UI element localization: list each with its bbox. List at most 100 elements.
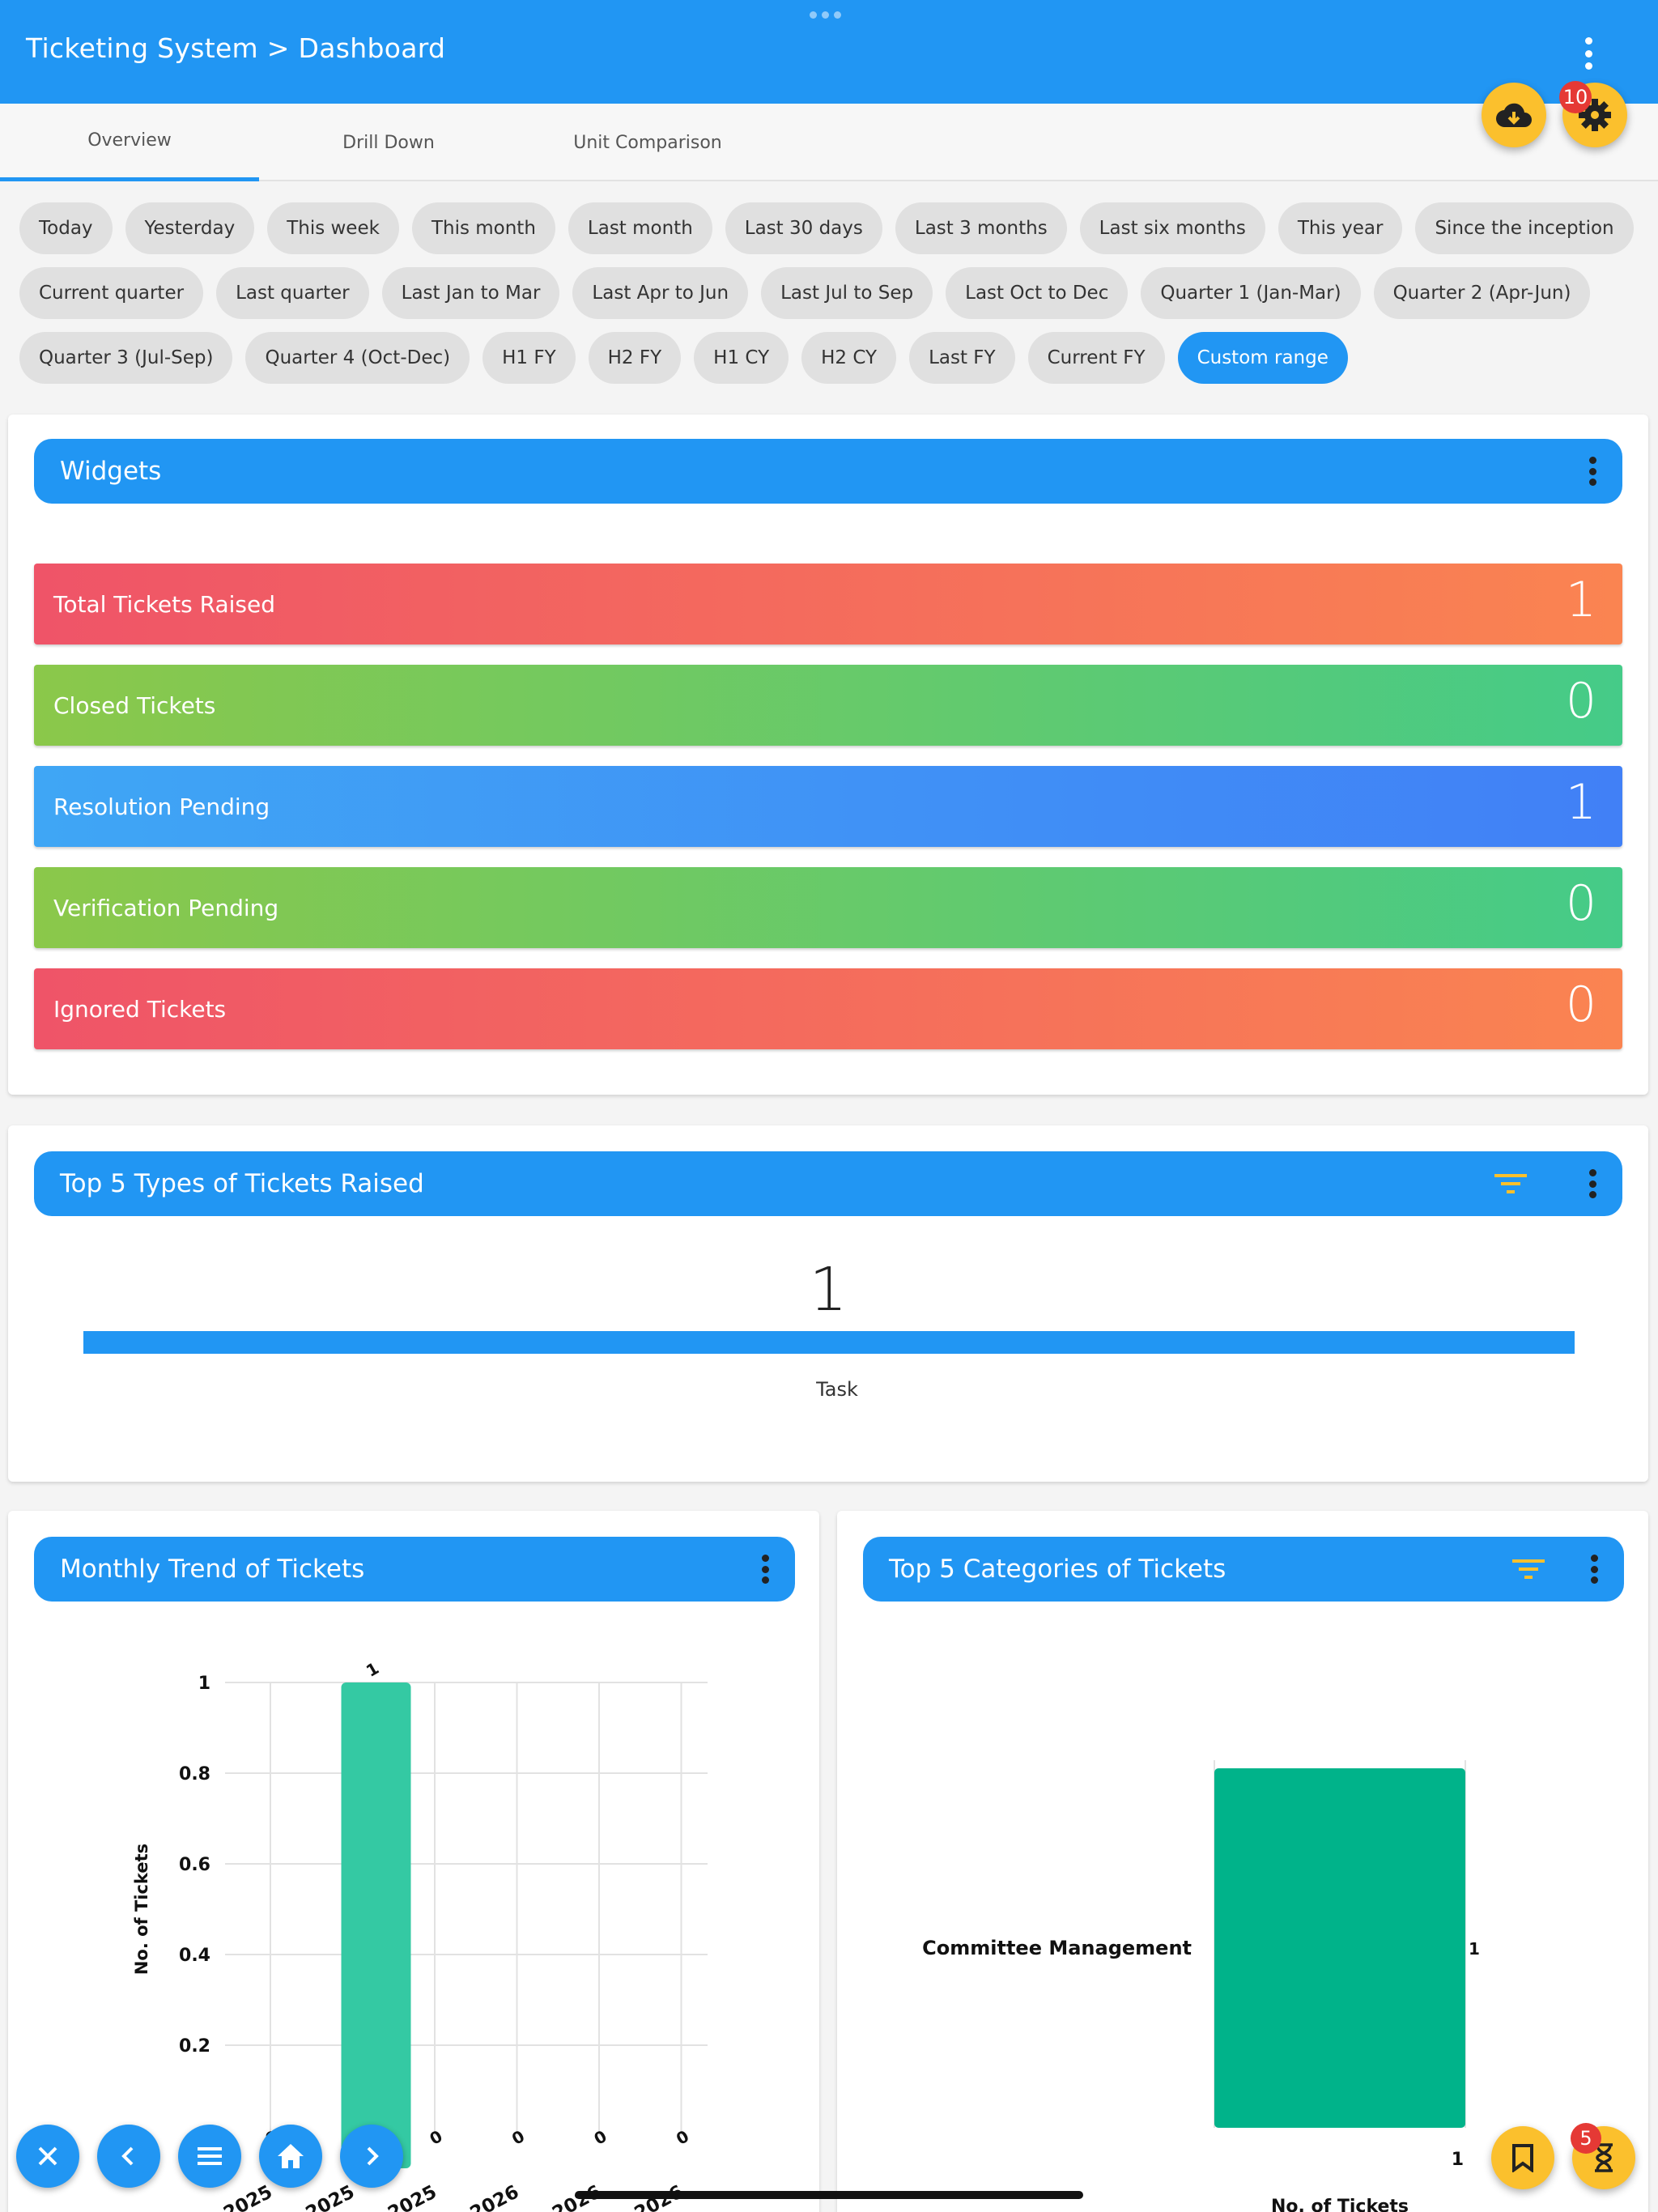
close-button[interactable] <box>16 2125 79 2188</box>
date-filter-chip[interactable]: This week <box>267 202 399 254</box>
tab-unit-comparison[interactable]: Unit Comparison <box>573 132 722 153</box>
close-icon <box>38 2146 57 2166</box>
date-filter-chip[interactable]: Last Apr to Jun <box>572 267 749 319</box>
more-options-icon[interactable] <box>1588 457 1596 486</box>
date-filter-chip[interactable]: Last Jul to Sep <box>761 267 933 319</box>
chip-row: Today Yesterday This week This month Last mo… <box>19 202 1639 254</box>
date-filter-chip[interactable]: Last Oct to Dec <box>946 267 1129 319</box>
x-tick-label: Jan-2026 <box>430 2181 523 2212</box>
type-label: Task <box>816 1378 858 1401</box>
cloud-download-icon <box>1495 103 1532 128</box>
date-filter-chip[interactable]: This month <box>411 202 555 254</box>
date-filter-chip[interactable]: Last month <box>568 202 712 254</box>
date-filter-chip[interactable]: Custom range <box>1177 332 1348 384</box>
monthly-trend-header: Monthly Trend of Tickets <box>34 1537 795 1602</box>
date-filter-chip[interactable]: Quarter 4 (Oct-Dec) <box>245 332 470 384</box>
more-options-icon[interactable] <box>1588 1169 1596 1198</box>
x-tick-label: 1 <box>1452 2150 1464 2170</box>
widgets-header: Widgets <box>34 439 1622 504</box>
home-indicator <box>575 2191 1083 2199</box>
date-filter-chip[interactable]: Last six months <box>1079 202 1265 254</box>
tab-bar: Overview Drill Down Unit Comparison <box>0 104 1658 181</box>
more-options-icon[interactable] <box>1584 37 1593 70</box>
widget-total-tickets[interactable]: Total Tickets Raised 1 <box>34 564 1622 644</box>
data-label: 0 <box>590 2126 610 2149</box>
x-tick-label: Nov-2025 <box>260 2181 358 2212</box>
widgets-card: Widgets Total Tickets Raised 1 Closed Ti… <box>8 415 1648 1095</box>
x-axis-label: No. of Tickets <box>1271 2197 1409 2212</box>
home-button[interactable] <box>259 2125 322 2188</box>
card-title: Top 5 Types of Tickets Raised <box>60 1169 424 1198</box>
date-filter-chip[interactable]: This year <box>1278 202 1403 254</box>
date-filter-chip[interactable]: H1 CY <box>694 332 789 384</box>
widget-ignored-tickets[interactable]: Ignored Tickets 0 <box>34 968 1622 1049</box>
widget-value: 1 <box>1565 774 1596 831</box>
forward-button[interactable] <box>340 2125 403 2188</box>
type-bar[interactable] <box>83 1331 1575 1354</box>
y-tick-label: 0.8 <box>179 1764 210 1784</box>
data-label: 1 <box>363 1658 382 1681</box>
chevron-left-icon <box>121 2146 134 2166</box>
card-title: Top 5 Categories of Tickets <box>889 1555 1226 1584</box>
date-filter-chip[interactable]: Quarter 3 (Jul-Sep) <box>19 332 233 384</box>
top-types-header: Top 5 Types of Tickets Raised <box>34 1151 1622 1216</box>
widget-label: Closed Tickets <box>53 691 216 719</box>
page-title: Ticketing System > Dashboard <box>26 32 446 64</box>
x-tick-label: Dec-2025 <box>343 2181 440 2212</box>
date-filter-chip[interactable]: Last quarter <box>216 267 369 319</box>
date-filter-chip[interactable]: Current FY <box>1027 332 1165 384</box>
widget-closed-tickets[interactable]: Closed Tickets 0 <box>34 665 1622 746</box>
date-filter-chip[interactable]: Last Jan to Mar <box>381 267 560 319</box>
data-label: 0 <box>673 2126 692 2149</box>
date-filter-chip[interactable]: Yesterday <box>125 202 255 254</box>
type-value: 1 <box>809 1255 848 1325</box>
tab-overview[interactable]: Overview <box>0 104 259 181</box>
widget-value: 0 <box>1565 875 1596 932</box>
top-categories-card: Top 5 Categories of Tickets Committee Ma… <box>837 1511 1648 2212</box>
widget-label: Resolution Pending <box>53 793 270 820</box>
y-tick-label: 0.4 <box>179 1946 210 1966</box>
more-options-icon[interactable] <box>1590 1555 1598 1584</box>
menu-icon <box>198 2147 222 2165</box>
widget-value: 0 <box>1565 976 1596 1033</box>
date-filter-chip[interactable]: Quarter 1 (Jan-Mar) <box>1141 267 1361 319</box>
tab-drill-down[interactable]: Drill Down <box>342 132 435 153</box>
date-filter-chip[interactable]: H1 FY <box>483 332 576 384</box>
data-label: 1 <box>1469 1939 1480 1959</box>
date-filter-chip[interactable]: Quarter 2 (Apr-Jun) <box>1373 267 1591 319</box>
date-filter-chip[interactable]: Since the inception <box>1415 202 1634 254</box>
data-label: 0 <box>426 2126 445 2149</box>
chip-row: Current quarter Last quarter Last Jan to M… <box>19 267 1639 319</box>
back-button[interactable] <box>97 2125 160 2188</box>
date-filter-chip[interactable]: Current quarter <box>19 267 204 319</box>
filter-icon[interactable] <box>1494 1172 1527 1195</box>
card-title: Monthly Trend of Tickets <box>60 1555 365 1584</box>
filter-icon[interactable] <box>1512 1558 1545 1580</box>
date-filter-chip[interactable]: H2 FY <box>588 332 682 384</box>
bookmark-button[interactable] <box>1491 2126 1554 2189</box>
widget-resolution-pending[interactable]: Resolution Pending 1 <box>34 766 1622 847</box>
notification-badge: 5 <box>1571 2123 1601 2154</box>
widget-value: 0 <box>1565 673 1596 730</box>
more-options-icon[interactable] <box>761 1555 769 1584</box>
widget-label: Ignored Tickets <box>53 995 227 1023</box>
top-types-card: Top 5 Types of Tickets Raised 1 Task <box>8 1125 1648 1482</box>
notification-badge: 10 <box>1559 81 1592 113</box>
chevron-right-icon <box>367 2146 379 2166</box>
date-filter-chip[interactable]: Last 3 months <box>895 202 1067 254</box>
date-filter-chip[interactable]: Today <box>19 202 113 254</box>
settings-button[interactable] <box>1562 83 1627 147</box>
widget-value: 1 <box>1565 572 1596 628</box>
date-filter-chip[interactable]: H2 CY <box>801 332 897 384</box>
date-filter-chip[interactable]: Last 30 days <box>725 202 882 254</box>
date-filter-chips: Today Yesterday This week This month Last mo… <box>19 202 1639 397</box>
menu-button[interactable] <box>178 2125 241 2188</box>
monthly-trend-chart: 0.2 0.4 0.6 0.8 1 No. of Tickets 0 Oct-2025 1 Nov… <box>132 1658 708 2212</box>
top-categories-header: Top 5 Categories of Tickets <box>863 1537 1624 1602</box>
widget-verification-pending[interactable]: Verification Pending 0 <box>34 867 1622 948</box>
date-filter-chip[interactable]: Last FY <box>909 332 1015 384</box>
cloud-download-button[interactable] <box>1482 83 1546 147</box>
chip-row: Quarter 3 (Jul-Sep) Quarter 4 (Oct-Dec) H1… <box>19 332 1639 384</box>
hourglass-icon <box>1595 2143 1613 2172</box>
